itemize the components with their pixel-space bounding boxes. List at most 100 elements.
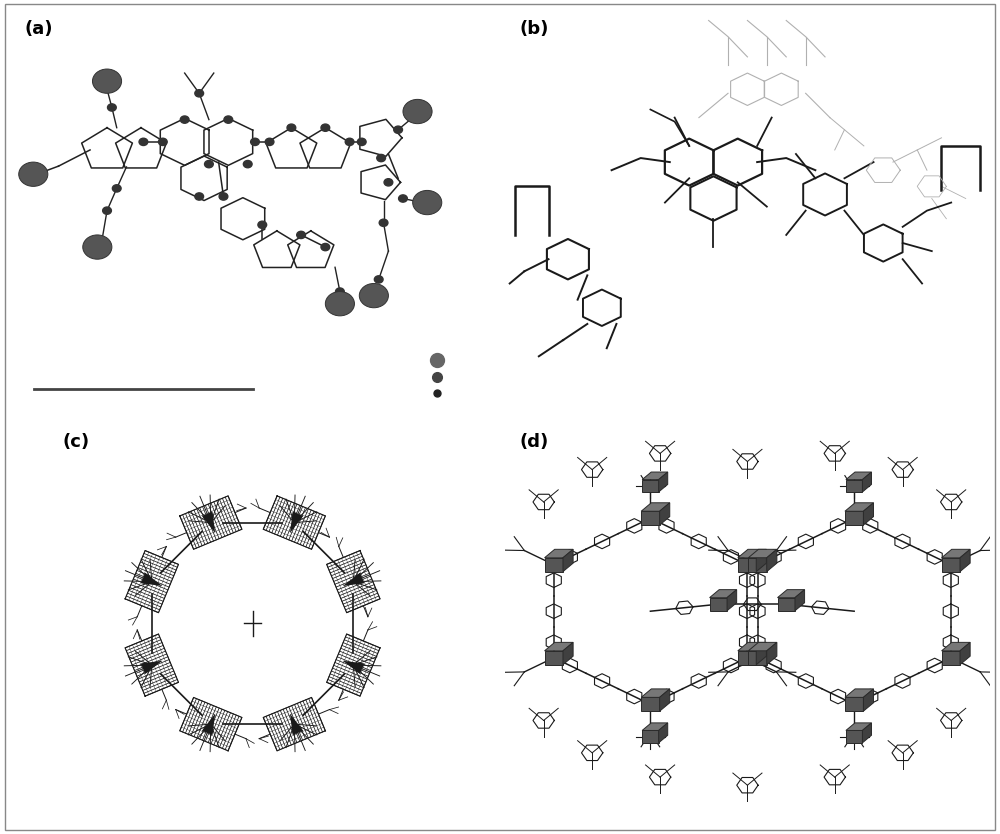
Polygon shape <box>545 550 573 558</box>
Polygon shape <box>710 598 727 610</box>
Circle shape <box>413 190 442 214</box>
Text: (c): (c) <box>62 433 90 451</box>
Circle shape <box>224 116 233 123</box>
Polygon shape <box>748 550 777 558</box>
Polygon shape <box>641 697 660 711</box>
Polygon shape <box>710 590 737 598</box>
Circle shape <box>180 116 189 123</box>
Polygon shape <box>942 558 960 571</box>
Circle shape <box>83 235 112 259</box>
Polygon shape <box>846 731 862 743</box>
Polygon shape <box>641 689 670 697</box>
Circle shape <box>103 207 111 214</box>
Polygon shape <box>942 642 970 651</box>
Polygon shape <box>960 642 970 665</box>
Polygon shape <box>738 558 756 571</box>
Polygon shape <box>767 550 777 571</box>
Text: (a): (a) <box>25 21 53 38</box>
Circle shape <box>158 138 167 145</box>
Circle shape <box>108 103 116 111</box>
Circle shape <box>251 138 259 145</box>
Polygon shape <box>545 642 573 651</box>
Circle shape <box>195 90 204 97</box>
Circle shape <box>325 292 354 316</box>
Circle shape <box>258 221 267 229</box>
Circle shape <box>374 276 383 283</box>
Polygon shape <box>642 723 668 731</box>
Polygon shape <box>545 651 563 665</box>
Polygon shape <box>778 590 805 598</box>
Polygon shape <box>845 697 863 711</box>
Polygon shape <box>343 661 364 674</box>
Polygon shape <box>290 511 303 533</box>
Circle shape <box>384 178 393 186</box>
Polygon shape <box>846 480 862 492</box>
Circle shape <box>357 138 366 145</box>
Polygon shape <box>660 503 670 525</box>
Polygon shape <box>846 723 871 731</box>
Polygon shape <box>942 550 970 558</box>
Polygon shape <box>660 689 670 711</box>
Polygon shape <box>202 714 215 735</box>
Polygon shape <box>845 689 874 697</box>
Polygon shape <box>563 550 573 571</box>
Circle shape <box>336 288 344 295</box>
Circle shape <box>321 244 330 251</box>
Polygon shape <box>642 472 668 480</box>
Circle shape <box>243 160 252 168</box>
Polygon shape <box>141 661 162 674</box>
Polygon shape <box>141 573 162 586</box>
Polygon shape <box>738 651 756 665</box>
Circle shape <box>139 138 148 145</box>
Circle shape <box>195 193 204 200</box>
Text: (d): (d) <box>519 433 549 451</box>
Polygon shape <box>659 723 668 743</box>
Polygon shape <box>756 550 766 571</box>
Polygon shape <box>942 651 960 665</box>
Circle shape <box>403 99 432 123</box>
Polygon shape <box>960 550 970 571</box>
Polygon shape <box>563 642 573 665</box>
Circle shape <box>112 185 121 192</box>
Polygon shape <box>748 642 777 651</box>
Polygon shape <box>202 511 215 533</box>
Circle shape <box>205 160 213 168</box>
Polygon shape <box>343 573 364 586</box>
Circle shape <box>399 195 407 202</box>
Polygon shape <box>641 511 660 525</box>
Polygon shape <box>845 511 863 525</box>
Polygon shape <box>863 689 874 711</box>
Polygon shape <box>642 731 659 743</box>
Polygon shape <box>659 472 668 492</box>
Polygon shape <box>846 472 871 480</box>
Circle shape <box>394 126 402 133</box>
Circle shape <box>377 154 386 162</box>
Polygon shape <box>290 714 303 735</box>
Circle shape <box>265 138 274 145</box>
Polygon shape <box>738 642 766 651</box>
Polygon shape <box>795 590 805 610</box>
Circle shape <box>297 231 305 239</box>
Polygon shape <box>767 642 777 665</box>
Polygon shape <box>748 651 767 665</box>
Circle shape <box>359 284 388 308</box>
Text: (b): (b) <box>519 21 549 38</box>
Polygon shape <box>778 598 795 610</box>
Polygon shape <box>863 503 874 525</box>
Circle shape <box>345 138 354 145</box>
Circle shape <box>219 193 228 200</box>
Circle shape <box>321 124 330 131</box>
Polygon shape <box>845 503 874 511</box>
Polygon shape <box>641 503 670 511</box>
Circle shape <box>379 219 388 226</box>
Circle shape <box>92 69 122 93</box>
Circle shape <box>19 162 48 186</box>
Circle shape <box>287 124 296 131</box>
Polygon shape <box>862 472 871 492</box>
Polygon shape <box>545 558 563 571</box>
Polygon shape <box>727 590 737 610</box>
Polygon shape <box>738 550 766 558</box>
Polygon shape <box>862 723 871 743</box>
Polygon shape <box>642 480 659 492</box>
Polygon shape <box>756 642 766 665</box>
